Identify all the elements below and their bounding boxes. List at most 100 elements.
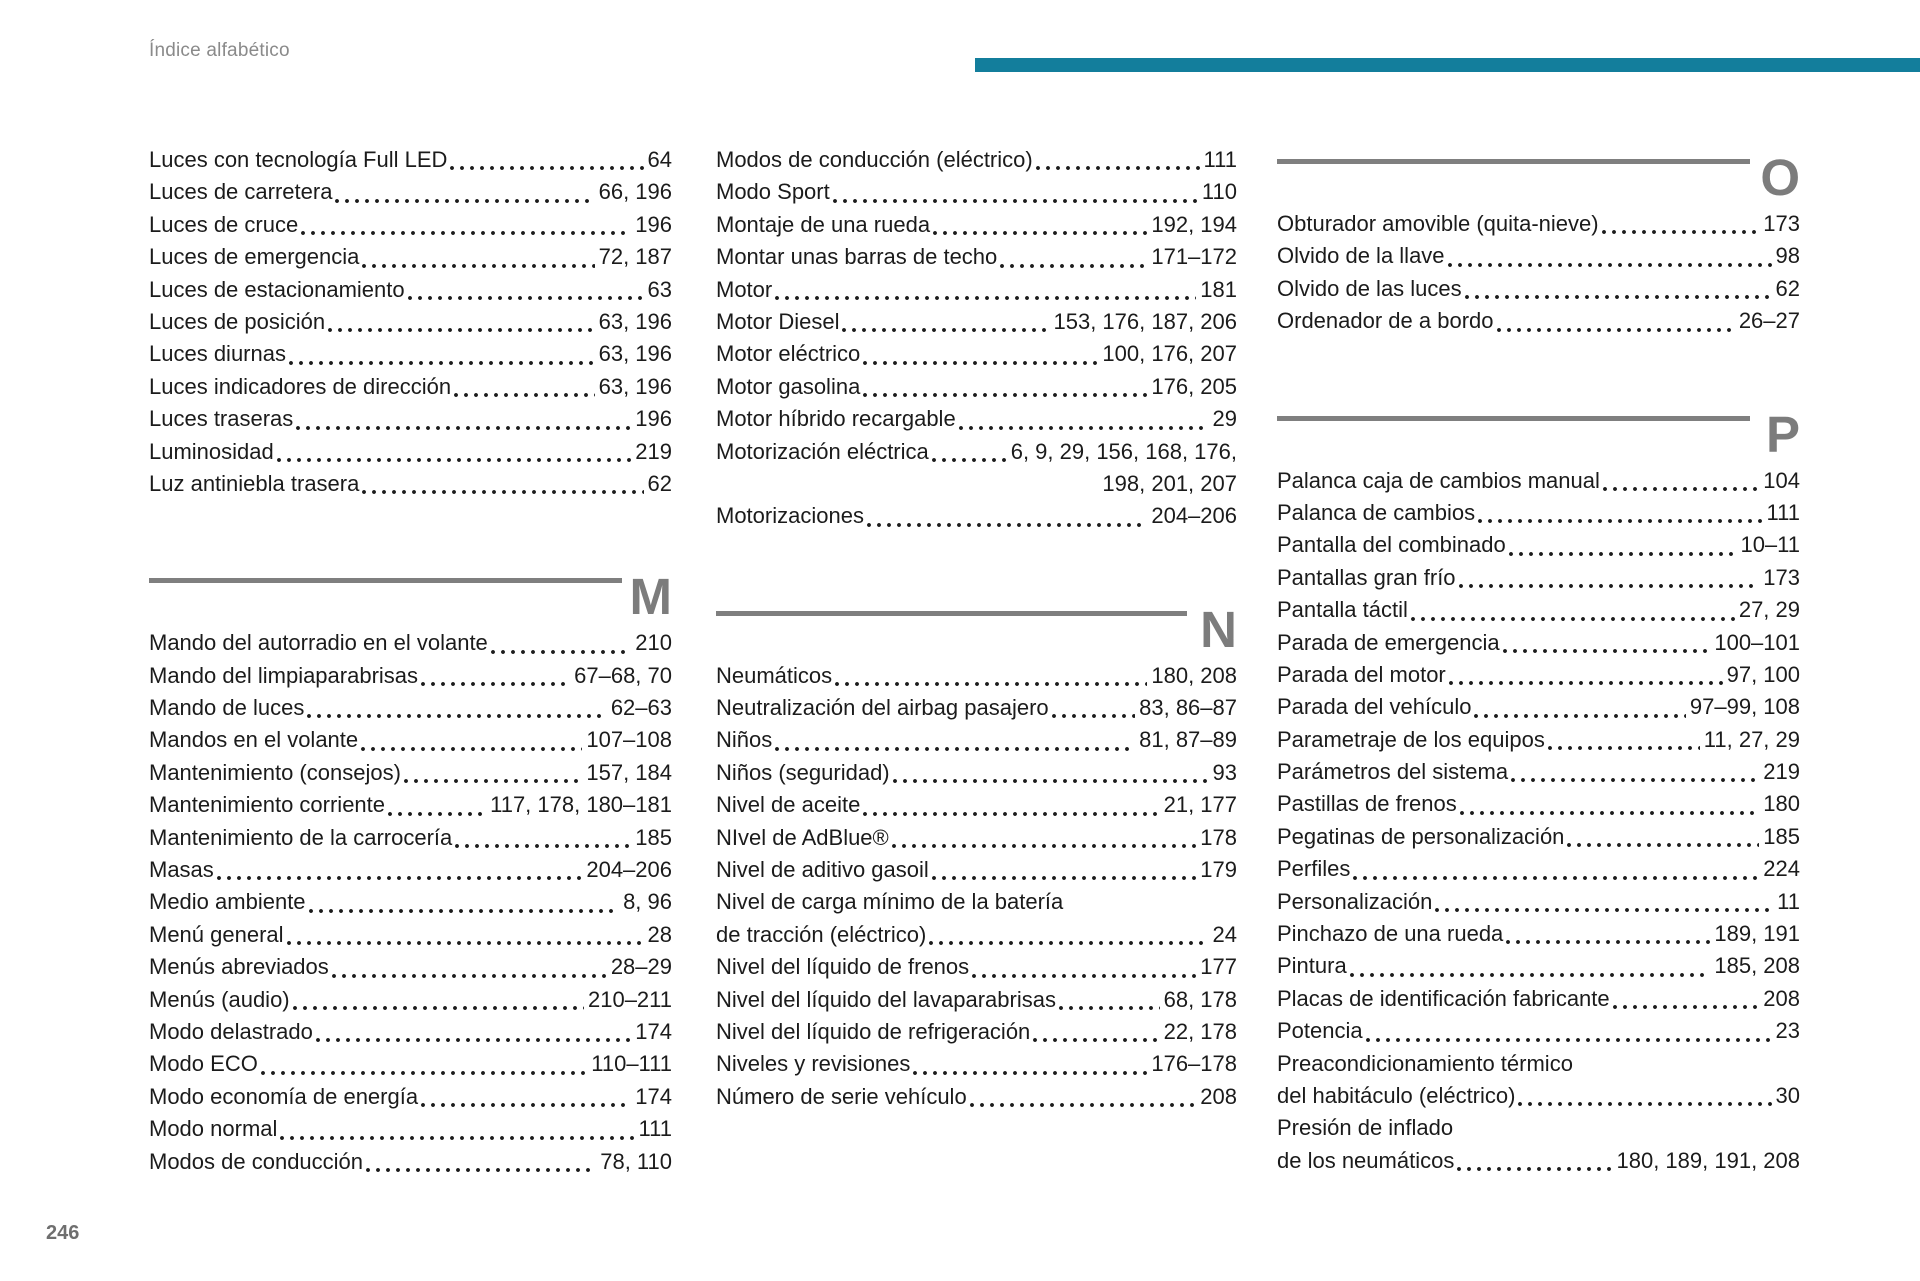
index-entry: Menús (audio) 210–211 bbox=[149, 984, 672, 1016]
entry-label: Luces de estacionamiento bbox=[149, 276, 405, 302]
leader-dots bbox=[1349, 972, 1711, 977]
index-entry: Motor eléctrico 100, 176, 207 bbox=[716, 338, 1237, 370]
entry-label: Neutralización del airbag pasajero bbox=[716, 695, 1049, 721]
entry-pages: 181 bbox=[1200, 276, 1237, 302]
entry-pages: 30 bbox=[1775, 1082, 1800, 1108]
leader-dots bbox=[958, 425, 1209, 430]
leader-dots bbox=[972, 973, 1197, 978]
section-header-M: M bbox=[149, 571, 672, 627]
leader-dots bbox=[362, 263, 595, 268]
entry-label: Niveles y revisiones bbox=[716, 1051, 911, 1077]
index-entry: Niveles y revisiones 176–178 bbox=[716, 1048, 1237, 1080]
leader-dots bbox=[1506, 940, 1711, 945]
entry-pages: 67–68, 70 bbox=[574, 662, 672, 688]
leader-dots bbox=[842, 328, 1050, 333]
index-entry: Modos de conducción (eléctrico) 111 bbox=[716, 144, 1237, 176]
header-accent-bar bbox=[975, 58, 1920, 72]
entry-label: Motor bbox=[716, 276, 773, 302]
index-entry: Pegatinas de personalización 185 bbox=[1277, 821, 1800, 853]
entry-label: Motorizaciones bbox=[716, 503, 864, 529]
entry-pages: 176–178 bbox=[1151, 1051, 1237, 1077]
entry-pages: 210 bbox=[635, 630, 672, 656]
entry-label: de tracción (eléctrico) bbox=[716, 921, 927, 947]
leader-dots bbox=[1511, 778, 1760, 783]
entry-pages: 180 bbox=[1763, 791, 1800, 817]
entry-pages: 180, 208 bbox=[1151, 662, 1237, 688]
leader-dots bbox=[892, 779, 1209, 784]
section-letter: M bbox=[629, 568, 672, 626]
index-entry: Pantalla del combinado 10–11 bbox=[1277, 529, 1800, 561]
leader-dots bbox=[863, 811, 1160, 816]
index-entry: Preacondicionamiento térmico bbox=[1277, 1048, 1800, 1080]
section-letter: N bbox=[1200, 600, 1237, 658]
entry-label: Motor Diesel bbox=[716, 308, 840, 334]
entry-label: Luces indicadores de dirección bbox=[149, 373, 452, 399]
leader-dots bbox=[1058, 1005, 1160, 1010]
entry-label: NIvel de AdBlue® bbox=[716, 824, 889, 850]
leader-dots bbox=[1518, 1102, 1772, 1107]
entry-pages: 6, 9, 29, 156, 168, 176, bbox=[1010, 438, 1237, 464]
entry-label: Motor híbrido recargable bbox=[716, 406, 956, 432]
index-entry: Nivel de aditivo gasoil 179 bbox=[716, 854, 1237, 886]
leader-dots bbox=[366, 1167, 597, 1172]
entry-pages: 176, 205 bbox=[1151, 373, 1237, 399]
index-entry: Masas 204–206 bbox=[149, 854, 672, 886]
entry-pages: 63, 196 bbox=[598, 341, 672, 367]
entry-label: Palanca de cambios bbox=[1277, 499, 1476, 525]
entry-label: de los neumáticos bbox=[1277, 1147, 1455, 1173]
index-entry: Presión de inflado bbox=[1277, 1112, 1800, 1144]
entry-label: Ordenador de a bordo bbox=[1277, 308, 1494, 334]
entry-pages: 26–27 bbox=[1738, 308, 1800, 334]
index-entry: Montaje de una rueda 192, 194 bbox=[716, 209, 1237, 241]
entry-label: Placas de identificación fabricante bbox=[1277, 985, 1610, 1011]
entry-pages: 174 bbox=[635, 1083, 672, 1109]
entry-label: Medio ambiente bbox=[149, 889, 306, 915]
leader-dots bbox=[361, 746, 583, 751]
leader-dots bbox=[1464, 295, 1772, 300]
index-entry: Luces indicadores de dirección 63, 196 bbox=[149, 371, 672, 403]
index-column-3: O Obturador amovible (quita-nieve) 173 Olvi… bbox=[1277, 0, 1800, 1177]
entry-label: Parámetros del sistema bbox=[1277, 759, 1509, 785]
index-entry: Menús abreviados 28–29 bbox=[149, 951, 672, 983]
entry-label: Modo delastrado bbox=[149, 1018, 313, 1044]
index-entry: Pantallas gran frío 173 bbox=[1277, 562, 1800, 594]
entry-label: Parada del motor bbox=[1277, 661, 1446, 687]
entry-pages: 180, 189, 191, 208 bbox=[1616, 1147, 1801, 1173]
entry-pages: 62 bbox=[647, 470, 672, 496]
entry-label: Nivel de carga mínimo de la batería bbox=[716, 889, 1064, 915]
entry-label: Modo normal bbox=[149, 1116, 278, 1142]
entry-pages: 97–99, 108 bbox=[1689, 694, 1800, 720]
leader-dots bbox=[216, 876, 583, 881]
entry-pages: 63, 196 bbox=[598, 373, 672, 399]
entries-block: Modos de conducción (eléctrico) 111 Modo S… bbox=[716, 144, 1237, 533]
index-entry: Nivel del líquido del lavaparabrisas 68, … bbox=[716, 984, 1237, 1016]
entry-label: Número de serie vehículo bbox=[716, 1083, 967, 1109]
entry-pages: 198, 201, 207 bbox=[1102, 470, 1237, 496]
entry-label: Luces de posición bbox=[149, 308, 326, 334]
entry-label: Modo economía de energía bbox=[149, 1083, 419, 1109]
entry-label: Luces diurnas bbox=[149, 341, 286, 367]
entry-pages: 27, 29 bbox=[1738, 597, 1800, 623]
index-entry: Pintura 185, 208 bbox=[1277, 950, 1800, 982]
leader-dots bbox=[1435, 908, 1774, 913]
leader-dots bbox=[490, 649, 632, 654]
leader-dots bbox=[863, 360, 1099, 365]
entry-label: Potencia bbox=[1277, 1018, 1363, 1044]
entry-label: Modo ECO bbox=[149, 1051, 258, 1077]
entry-label: Pantalla del combinado bbox=[1277, 532, 1506, 558]
entry-pages: 208 bbox=[1200, 1083, 1237, 1109]
index-entry: Nivel del líquido de refrigeración 22, 17… bbox=[716, 1016, 1237, 1048]
index-entry: Nivel de carga mínimo de la batería bbox=[716, 886, 1237, 918]
leader-dots bbox=[1474, 713, 1686, 718]
entry-pages: 189, 191 bbox=[1714, 921, 1800, 947]
index-entry: Obturador amovible (quita-nieve) 173 bbox=[1277, 208, 1800, 240]
index-entry: Número de serie vehículo 208 bbox=[716, 1081, 1237, 1113]
leader-dots bbox=[1051, 714, 1136, 719]
leader-dots bbox=[1457, 1167, 1613, 1172]
index-entry: Mantenimiento (consejos) 157, 184 bbox=[149, 757, 672, 789]
leader-dots bbox=[866, 522, 1148, 527]
entry-label: Luces de cruce bbox=[149, 211, 299, 237]
entry-pages: 177 bbox=[1200, 954, 1237, 980]
index-column-1: Luces con tecnología Full LED 64 Luces de … bbox=[149, 0, 672, 1178]
entry-label: Palanca caja de cambios manual bbox=[1277, 467, 1600, 493]
